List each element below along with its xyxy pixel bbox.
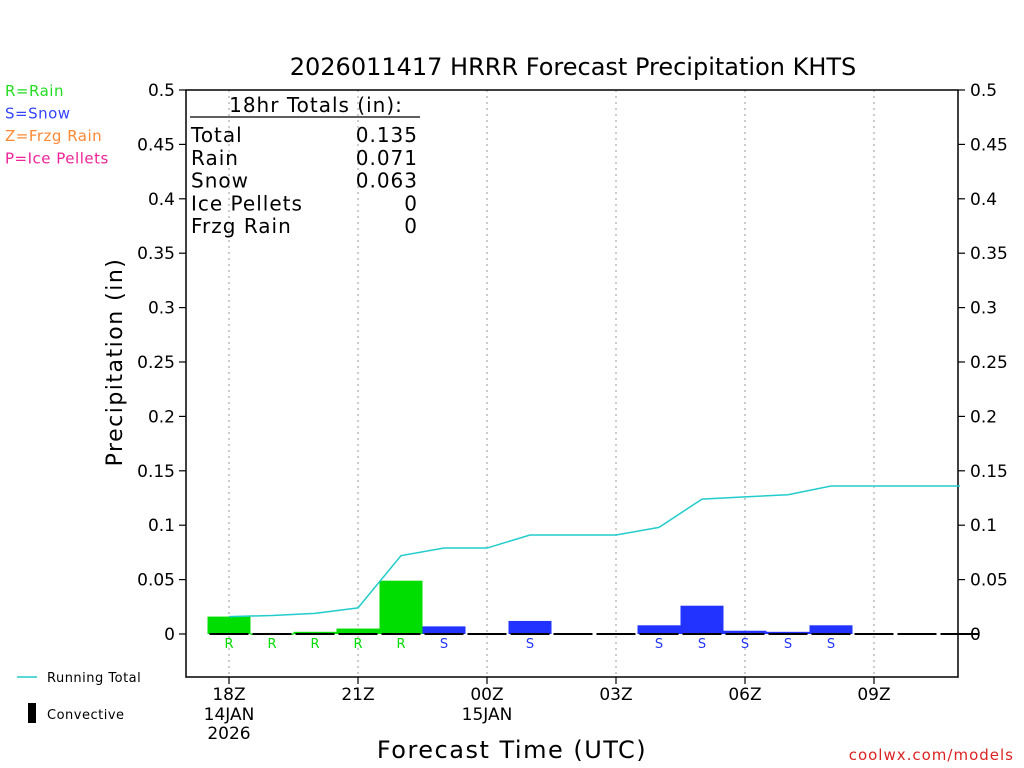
precip-bars (207, 580, 980, 635)
y-tick-label-right: 0.4 (970, 190, 997, 210)
precip-bar (293, 631, 337, 634)
x-tick-sublabel: 2026 (207, 724, 250, 744)
running-total-line (228, 485, 960, 618)
totals-row-label: Ice Pellets (191, 191, 303, 215)
time-gridlines (228, 90, 875, 677)
y-tick-label-right: 0.45 (970, 135, 1008, 155)
precip-type-label: R (396, 637, 405, 652)
precip-bar (809, 625, 853, 634)
precip-type-legend: R=Rain S=Snow Z=Frzg Rain P=Ice Pellets (5, 82, 109, 168)
y-tick-label-right: 0.2 (970, 407, 997, 427)
credit-text: coolwx.com/models (849, 746, 1014, 764)
convective-legend-swatch (28, 703, 36, 723)
precip-bar (336, 628, 380, 634)
x-tick-label: 03Z (599, 685, 632, 705)
y-tick-label: 0.5 (148, 81, 175, 101)
x-tick-label: 18Z (212, 685, 245, 705)
y-tick-label-right: 0.25 (970, 353, 1008, 373)
y-tick-label: 0.45 (137, 135, 175, 155)
y-tick-label-right: 0.3 (970, 299, 997, 319)
legend-item: R=Rain (5, 82, 64, 100)
precip-type-label: S (827, 637, 835, 652)
precip-bar (207, 616, 251, 634)
y-axis-ticks: 0.5 0.5 0.45 0.45 0.4 0.4 0.35 0.35 0.3 0.3 0.25 0.… (137, 81, 1008, 645)
legend-item: P=Ice Pellets (5, 150, 109, 168)
y-tick-label: 0.05 (137, 571, 175, 591)
precip-type-label: S (655, 637, 663, 652)
legend-item: Z=Frzg Rain (5, 127, 102, 145)
precip-bar (508, 620, 552, 634)
precip-bar (723, 630, 767, 634)
legend-item: S=Snow (5, 105, 71, 123)
precip-bar (680, 605, 724, 634)
y-tick-label-right: 0.05 (970, 571, 1008, 591)
y-tick-label-right: 0.1 (970, 516, 997, 536)
precip-type-label: S (440, 637, 448, 652)
plot-frame (185, 89, 959, 678)
chart-title: 2026011417 HRRR Forecast Precipitation K… (290, 53, 857, 81)
y-tick-label: 0.1 (148, 516, 175, 536)
y-tick-label: 0 (164, 625, 175, 645)
y-tick-label: 0.15 (137, 462, 175, 482)
precip-bar (637, 625, 681, 634)
precip-bar (379, 580, 423, 634)
y-tick-label: 0.35 (137, 244, 175, 264)
totals-row-value: 0.135 (356, 123, 418, 147)
precip-type-label: S (698, 637, 706, 652)
totals-box: 18hr Totals (in): Total 0.135 Rain 0.071 Sno… (190, 93, 420, 238)
y-axis-label: Precipitation (in) (103, 258, 128, 467)
totals-row-value: 0 (404, 214, 418, 238)
totals-row-value: 0 (404, 191, 418, 215)
precip-type-label: S (526, 637, 534, 652)
totals-row-label: Frzg Rain (191, 214, 292, 238)
x-tick-sublabel: 15JAN (462, 705, 513, 725)
x-tick-label: 09Z (857, 685, 890, 705)
y-tick-label: 0.2 (148, 407, 175, 427)
precip-type-label: R (267, 637, 276, 652)
totals-header: 18hr Totals (in): (229, 93, 403, 117)
totals-row-label: Total (190, 123, 243, 147)
y-tick-label-right: 0.35 (970, 244, 1008, 264)
precip-bar (766, 631, 810, 634)
y-tick-label-right: 0.5 (970, 81, 997, 101)
y-tick-label: 0.4 (148, 190, 175, 210)
totals-row-label: Rain (191, 146, 239, 170)
x-tick-label: 21Z (341, 685, 374, 705)
x-axis-label: Forecast Time (UTC) (377, 736, 647, 764)
precip-bar (422, 626, 466, 634)
x-tick-label: 06Z (728, 685, 761, 705)
totals-row-value: 0.063 (356, 169, 418, 193)
totals-row-value: 0.071 (356, 146, 418, 170)
totals-row-label: Snow (191, 169, 249, 193)
x-tick-label: 00Z (470, 685, 503, 705)
precip-type-label: S (784, 637, 792, 652)
precip-type-label: R (224, 637, 233, 652)
precip-type-label: S (741, 637, 749, 652)
precip-type-label: R (353, 637, 362, 652)
y-tick-label-right: 0.15 (970, 462, 1008, 482)
precip-type-label: R (310, 637, 319, 652)
y-tick-label: 0.3 (148, 299, 175, 319)
convective-legend-label: Convective (47, 708, 125, 723)
x-tick-sublabel: 14JAN (204, 705, 255, 725)
running-total-legend-label: Running Total (47, 671, 141, 686)
y-tick-label: 0.25 (137, 353, 175, 373)
